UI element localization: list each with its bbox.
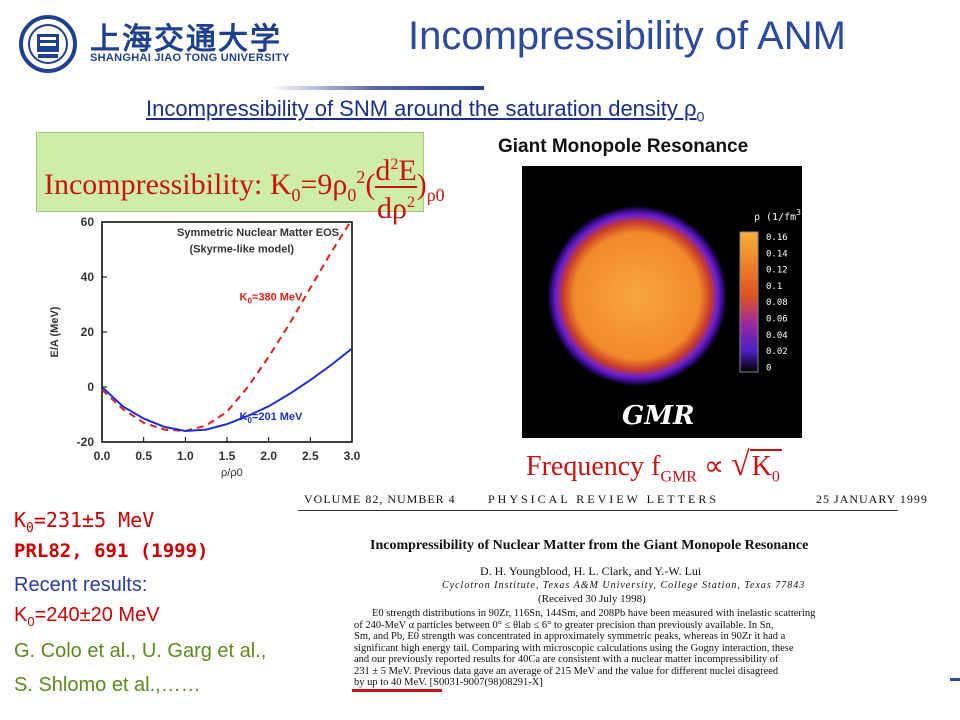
paper-affiliation: Cyclotron Institute, Texas A&M Universit… (442, 580, 806, 591)
series-line-k201 (101, 347, 353, 433)
colorbar-ticks: 0.16 0.14 0.12 0.1 0.08 0.06 0.04 0.02 0 (766, 233, 788, 373)
recent-authors-line1: G. Colo et al., U. Garg et al., (14, 640, 267, 662)
x-tick-label: 1.0 (177, 449, 194, 463)
k0-recent-value: K0=240±20 MeV (14, 604, 160, 629)
frequency-formula: Frequency fGMR ∝ √K0 (526, 446, 782, 487)
x-tick-label: 0.5 (135, 449, 152, 463)
colorbar-tick-label: 0.1 (766, 282, 782, 292)
colorbar-tick-label: 0.16 (766, 233, 788, 243)
frequency-text: Frequency f (526, 451, 661, 482)
legend-k201: K0=201 MeV (240, 411, 304, 425)
eos-chart: 0.0 0.5 1.0 1.5 2.0 2.5 3.0 -20 0 20 40 60 Symmetric… (49, 215, 361, 479)
sqrt-k: K (751, 451, 772, 482)
chart-axes (101, 221, 353, 443)
chart-series (101, 221, 353, 433)
abstract-line: of 240-MeV α particles between 0° ≤ θlab… (354, 619, 774, 631)
k0-measured-value: K0=231±5 MeV (14, 508, 155, 536)
paper-volume: VOLUME 82, NUMBER 4 (304, 492, 456, 506)
abstract-line: and our previously reported results for … (354, 654, 779, 665)
x-tick-label: 1.5 (219, 449, 236, 463)
proportional-symbol: ∝ (703, 451, 724, 482)
x-axis-label: ρ/ρ0 (221, 467, 243, 479)
subtitle-text: Incompressibility of SNM around the satu… (146, 96, 697, 121)
prl-reference: PRL82, 691 (1999) (14, 540, 209, 562)
university-logo (18, 14, 268, 74)
colorbar-tick-label: 0 (766, 363, 771, 373)
abstract-line: E0 strength distributions in 90Zr, 116Sn… (372, 608, 816, 619)
gmr-density-plot: ρ (1/fm3) 0.16 0.14 0.12 0.1 0.08 0.06 0.04 0.0… (547, 206, 807, 431)
chart-text: 0.0 0.5 1.0 1.5 2.0 2.5 3.0 -20 0 20 40 60 Symmetric… (49, 215, 361, 479)
x-tick-label: 3.0 (344, 449, 361, 463)
colorbar-tick-label: 0.08 (766, 298, 788, 308)
subtitle-subscript: 0 (696, 108, 705, 125)
paper-received: (Received 30 July 1998) (538, 593, 646, 605)
sqrt-symbol: √ (730, 446, 750, 483)
chart-subtitle: (Skyrme-like model) (190, 243, 295, 255)
formula-label: Incompressibility: (44, 167, 263, 201)
nucleus-density-disc (547, 206, 727, 386)
paper-header-rule (298, 510, 898, 511)
gmr-image-label: GMR (622, 401, 695, 431)
x-tick-label: 0.0 (94, 449, 111, 463)
highlight-underline (352, 689, 442, 692)
colorbar-tick-label: 0.12 (766, 266, 788, 276)
y-tick-label: 0 (87, 380, 94, 394)
y-tick-label: 20 (81, 325, 95, 339)
sqrt-k-sub: 0 (771, 468, 780, 486)
frequency-subscript: GMR (660, 468, 697, 486)
formula-box (36, 132, 424, 212)
colorbar-tick-label: 0.04 (766, 331, 788, 341)
title-divider (270, 86, 484, 90)
colorbar-tick-label: 0.06 (766, 315, 788, 325)
incompressibility-formula: Incompressibility: K0=9ρ02(d2E dρ2)ρ0 (44, 150, 445, 224)
page-title: Incompressibility of ANM (408, 14, 846, 58)
x-tick-label: 2.0 (260, 449, 277, 463)
recent-authors-line2: S. Shlomo et al.,…… (14, 674, 201, 696)
series-line-k380 (101, 221, 352, 433)
logo-chinese-name: 上海交通大学 (90, 22, 282, 57)
colorbar-tick-label: 0.02 (766, 347, 788, 357)
y-tick-label: 40 (81, 270, 95, 284)
paper-journal: PHYSICAL REVIEW LETTERS (488, 492, 719, 506)
colorbar (739, 231, 759, 373)
gmr-heading: Giant Monopole Resonance (498, 136, 749, 157)
y-tick-label: -20 (77, 435, 95, 449)
slide-subtitle: Incompressibility of SNM around the satu… (146, 96, 704, 124)
paper-authors: D. H. Youngblood, H. L. Clark, and Y.-W.… (480, 564, 702, 578)
abstract-line: by up to 40 MeV. [S0031-9007(98)08291-X] (354, 677, 543, 688)
logo-english-name: SHANGHAI JIAO TONG UNIVERSITY (90, 52, 290, 64)
abstract-line: significant high energy tail. Comparing … (354, 642, 794, 654)
gmr-density-image: ρ (1/fm3) 0.16 0.14 0.12 0.1 0.08 0.06 0.04 0.0… (522, 166, 807, 438)
formula-symbol: K (269, 167, 292, 201)
university-seal-icon (19, 15, 77, 73)
legend-k380: K0=380 MeV (240, 291, 304, 305)
y-axis-label: E/A (MeV) (49, 306, 61, 357)
chart-title: Symmetric Nuclear Matter EOS (177, 227, 339, 239)
paper-title: Incompressibility of Nuclear Matter from… (370, 538, 809, 553)
y-tick-label: 60 (81, 215, 95, 229)
abstract-line: 231 ± 5 MeV. Previous data gave an avera… (354, 665, 779, 677)
recent-results-label: Recent results: (14, 574, 148, 596)
prl-paper-excerpt: VOLUME 82, NUMBER 4 PHYSICAL REVIEW LETT… (298, 486, 950, 718)
edge-marker (950, 678, 960, 681)
colorbar-title: ρ (1/fm3) (754, 208, 802, 223)
x-tick-label: 2.5 (302, 449, 319, 463)
abstract-line: Sm, and Pb, E0 strength was concentrated… (354, 631, 786, 642)
colorbar-tick-label: 0.14 (766, 249, 788, 259)
paper-date: 25 JANUARY 1999 (816, 492, 928, 506)
